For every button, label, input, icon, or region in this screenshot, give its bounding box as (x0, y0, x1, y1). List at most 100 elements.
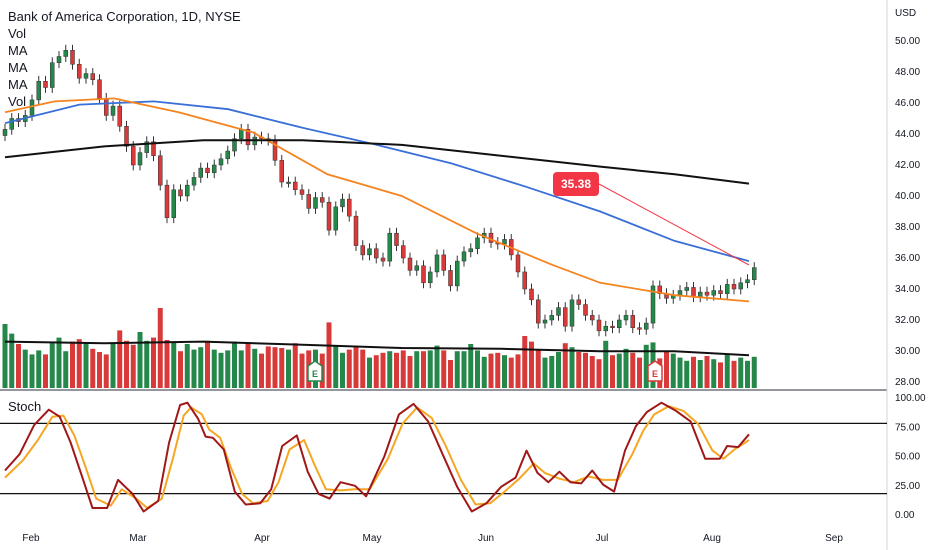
volume-bar (137, 332, 143, 388)
earnings-event-label: E (652, 369, 658, 379)
candlestick (536, 294, 541, 329)
candlestick (434, 249, 440, 278)
candle-body (556, 307, 561, 316)
volume-bar (346, 349, 352, 388)
candle-body (360, 245, 365, 256)
price-axis-tick: 42.00 (895, 160, 920, 171)
candlestick (286, 176, 291, 188)
candle-body (691, 287, 696, 298)
volume-bar (576, 352, 582, 388)
indicator-vol-2[interactable]: Vol (8, 94, 27, 109)
candle-body (549, 315, 554, 321)
volume-bar (589, 356, 595, 388)
candle-body (461, 251, 467, 262)
candle-body (704, 291, 710, 296)
volume-bar (265, 346, 271, 388)
candle-body (630, 315, 635, 329)
candlestick (9, 113, 14, 135)
candle-body (239, 129, 244, 139)
candlestick (232, 133, 237, 157)
indicator-ma-2[interactable]: MA (8, 60, 28, 75)
candle-body (144, 141, 149, 153)
candlestick (596, 314, 602, 337)
indicator-vol[interactable]: Vol (8, 26, 27, 41)
candle-body (333, 206, 338, 231)
axes-layer: 50.00 48.00 46.00 44.00 42.00 40.00 38.00 36.00… (22, 36, 926, 544)
candlestick (718, 285, 723, 300)
candlestick (90, 68, 95, 86)
volume-bar (198, 347, 204, 388)
candlestick (475, 232, 480, 255)
candle-body (137, 152, 143, 166)
time-axis-tick: Feb (22, 533, 40, 544)
volume-bar (130, 344, 136, 388)
candlestick (421, 260, 426, 289)
price-axis-tick: 28.00 (895, 377, 920, 388)
candle-body (502, 239, 507, 245)
volume-bar (394, 352, 399, 388)
volume-bar (704, 356, 710, 388)
volume-bar (529, 341, 534, 388)
volume-bar (691, 356, 696, 388)
candle-body (434, 254, 440, 273)
candlestick (353, 210, 359, 252)
earnings-event-shape (647, 360, 663, 382)
candle-body (131, 146, 136, 166)
volume-bar (211, 349, 217, 388)
candle-body (320, 197, 325, 203)
volume-bar (238, 350, 244, 388)
candle-body (158, 155, 163, 186)
candlestick (650, 280, 656, 329)
volume-bar (259, 353, 264, 388)
indicator-ma-1[interactable]: MA (8, 43, 28, 58)
volume-bar (610, 355, 615, 388)
earnings-event-shape (307, 360, 323, 382)
candlestick (394, 227, 399, 252)
chart-title[interactable]: Bank of America Corporation, 1D, NYSE (8, 9, 241, 24)
candle-body (245, 129, 251, 146)
volume-bar (583, 352, 588, 388)
candle-body (475, 237, 480, 249)
candle-body (637, 327, 642, 330)
volume-bar (205, 340, 210, 388)
candle-body (313, 197, 318, 209)
candle-body (617, 319, 622, 328)
volume-bar (495, 352, 501, 388)
candle-body (83, 73, 89, 79)
candlestick (468, 243, 473, 258)
candlestick (43, 75, 48, 93)
candle-body (198, 167, 203, 178)
candle-body (306, 194, 311, 209)
time-axis-tick: Sep (825, 533, 843, 544)
volume-bar (360, 349, 366, 388)
current-price-label[interactable]: 35.38 (553, 172, 599, 196)
volume-bar (677, 357, 683, 388)
stoch-pane-label[interactable]: Stoch (8, 399, 42, 414)
current-price-connector (598, 183, 750, 266)
candlestick (117, 100, 122, 132)
stoch-axis-tick: 75.00 (895, 422, 920, 433)
candlestick (401, 240, 406, 264)
candlestick (293, 176, 298, 196)
volume-bar (36, 350, 42, 388)
volume-bar (70, 341, 75, 388)
candlestick (671, 289, 676, 304)
volume-bar (542, 357, 548, 388)
candlestick (549, 309, 554, 326)
volume-bar (245, 343, 251, 388)
indicator-ma-3[interactable]: MA (8, 77, 28, 92)
candlestick (644, 317, 649, 335)
candlestick (610, 320, 615, 334)
candlestick (448, 264, 453, 292)
volume-bar (508, 357, 514, 388)
candlestick (556, 302, 561, 321)
candlestick (131, 140, 136, 171)
candle-body (414, 265, 419, 271)
candle-body (583, 304, 588, 316)
candlestick (657, 280, 662, 300)
candlestick (515, 249, 521, 278)
candlestick (171, 184, 176, 224)
volume-bar (515, 354, 521, 388)
price-axis-tick: 32.00 (895, 315, 920, 326)
